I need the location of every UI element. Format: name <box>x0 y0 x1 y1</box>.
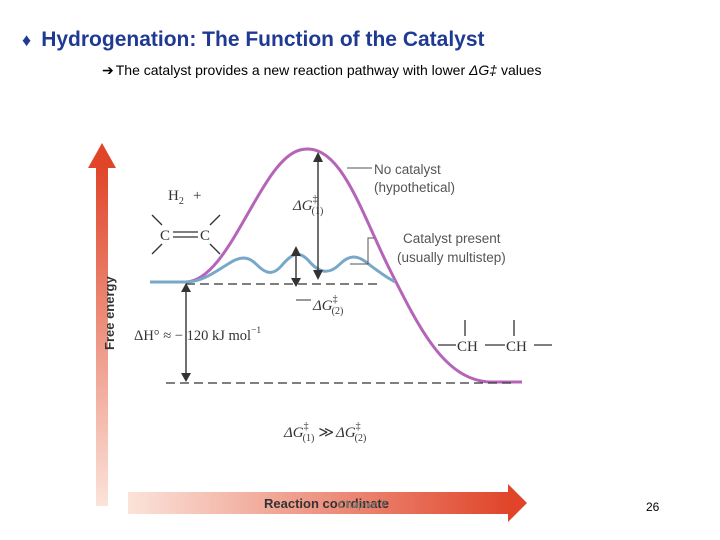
slide-subtitle: ➔ The catalyst provides a new reaction pa… <box>102 62 541 79</box>
product-ch-right: CH <box>506 339 527 355</box>
slide-title: ♦ Hydrogenation: The Function of the Cata… <box>22 28 485 52</box>
delta-g-comparison: ΔG‡ (1) ≫ ΔG‡ (2) <box>283 421 366 444</box>
arrow-right-icon: ➔ <box>102 62 114 78</box>
y-axis-label: Free energy <box>102 276 117 350</box>
no-catalyst-label: No catalyst <box>374 162 441 177</box>
delta-g2-label: ΔG‡ (2) <box>312 294 343 317</box>
reactant-c-right: C <box>200 228 210 244</box>
delta-h-label: ΔH° ≈ − 120 kJ mol−1 <box>134 326 261 344</box>
y-axis-arrow <box>88 143 116 506</box>
slide-title-text: Hydrogenation: The Function of the Catal… <box>41 28 485 51</box>
reactant-plus: + <box>193 188 201 204</box>
page-number: 26 <box>646 500 660 514</box>
no-catalyst-curve <box>150 147 522 384</box>
catalyst-sublabel: (usually multistep) <box>397 250 506 265</box>
subtitle-symbol: ΔG‡ <box>469 62 498 78</box>
delta-h-arrow <box>181 283 191 382</box>
x-axis-label: Reaction coordinate <box>264 496 389 511</box>
no-catalyst-sublabel: (hypothetical) <box>374 180 455 195</box>
catalyst-label: Catalyst present <box>403 231 501 246</box>
diamond-bullet-icon: ♦ <box>22 30 32 50</box>
product-ch-left: CH <box>457 339 478 355</box>
reactant-h2: H2 <box>168 188 184 207</box>
delta-g1-arrow <box>313 152 323 280</box>
subtitle-tail: values <box>497 62 542 78</box>
reactant-structure <box>151 214 221 255</box>
x-axis-arrow <box>128 484 527 522</box>
reactant-c-left: C <box>160 228 170 244</box>
catalyst-curve <box>150 252 396 284</box>
product-structure <box>438 320 552 346</box>
delta-g1-label: ΔG‡ (1) <box>292 194 323 217</box>
callout-leaders <box>347 167 374 265</box>
subtitle-text: The catalyst provides a new reaction pat… <box>115 62 470 78</box>
delta-g2-arrow <box>291 246 301 287</box>
footer-overlay: Chapter 7 <box>338 499 386 511</box>
